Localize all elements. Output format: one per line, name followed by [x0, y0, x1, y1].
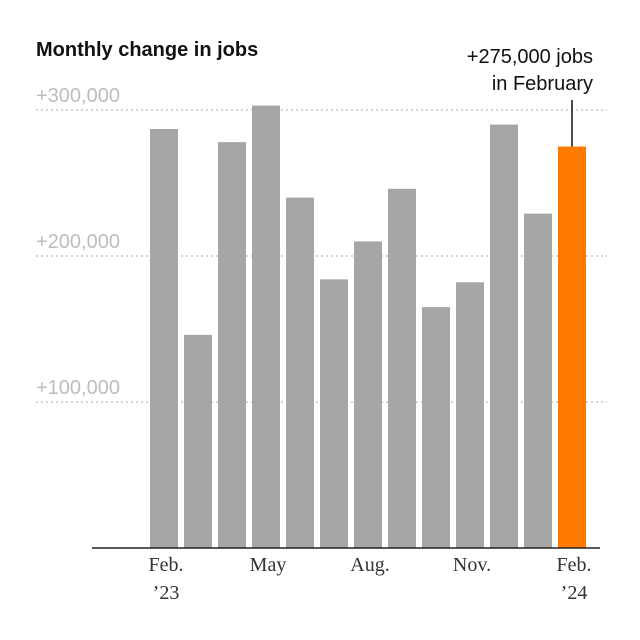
x-tick-labels: Feb. ’23 May Aug. Nov. Feb. ’24 [149, 554, 592, 604]
bar [388, 188, 416, 548]
bar [456, 282, 484, 548]
gridlines: +100,000 +200,000 +300,000 [36, 85, 607, 403]
bar [422, 307, 450, 548]
chart-title: Monthly change in jobs [36, 39, 258, 61]
y-tick-label: +200,000 [36, 231, 120, 253]
bar [184, 334, 212, 548]
x-tick-label: May [250, 554, 287, 576]
bar-highlight [558, 146, 586, 548]
bar [150, 128, 178, 549]
y-tick-label: +100,000 [36, 377, 120, 399]
y-tick-label: +300,000 [36, 85, 120, 107]
x-tick-label: Feb. [149, 554, 184, 576]
x-tick-label-year: ’24 [561, 582, 588, 604]
bar [320, 279, 348, 548]
bar [218, 142, 246, 548]
bar [524, 213, 552, 548]
x-tick-label: Nov. [453, 554, 491, 576]
bar [252, 105, 280, 549]
annotation-line-2: in February [492, 73, 593, 95]
x-tick-label: Feb. [557, 554, 592, 576]
bar [286, 197, 314, 548]
bars [150, 105, 586, 549]
annotation: +275,000 jobs in February [467, 46, 593, 147]
annotation-line-1: +275,000 jobs [467, 46, 593, 68]
bar [490, 124, 518, 548]
bar [354, 241, 382, 548]
x-tick-label-year: ’23 [153, 582, 180, 604]
x-tick-label: Aug. [350, 554, 389, 576]
